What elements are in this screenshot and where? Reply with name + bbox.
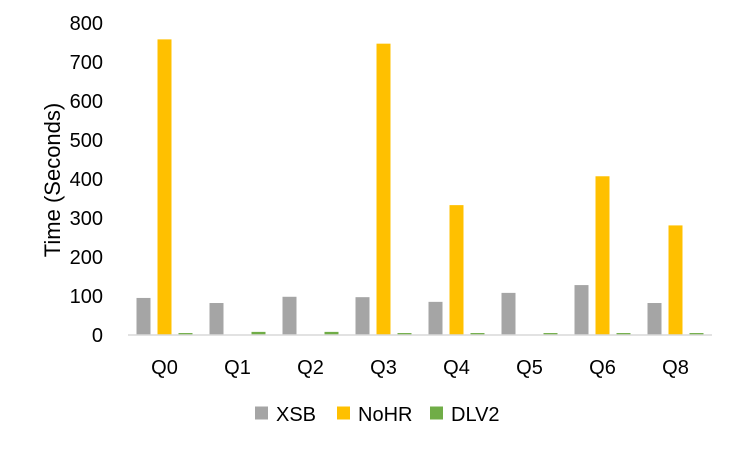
y-tick-label: 300 bbox=[70, 208, 103, 230]
bar-xsb-q2 bbox=[282, 296, 297, 335]
y-tick-label: 500 bbox=[70, 130, 103, 152]
legend-label-nohr: NoHR bbox=[358, 404, 412, 426]
legend-swatch-dlv2 bbox=[430, 406, 443, 420]
y-axis-ticks: 0 100 200 300 400 500 600 700 800 bbox=[70, 13, 103, 347]
bar-nohr-q4 bbox=[449, 205, 464, 335]
x-tick-label: Q8 bbox=[662, 357, 689, 379]
bar-xsb-q4 bbox=[428, 301, 443, 335]
x-tick-label: Q1 bbox=[224, 357, 251, 379]
bar-xsb-q6 bbox=[574, 285, 589, 335]
bar-nohr-q8 bbox=[668, 225, 683, 335]
y-tick-label: 700 bbox=[70, 52, 103, 74]
legend-label-xsb: XSB bbox=[276, 404, 316, 426]
legend: XSB NoHR DLV2 bbox=[255, 404, 500, 426]
legend-swatch-nohr bbox=[337, 406, 350, 420]
bar-dlv2-q4 bbox=[470, 333, 485, 335]
bar-dlv2-q3 bbox=[397, 333, 412, 335]
x-axis-labels: Q0 Q1 Q2 Q3 Q4 Q5 Q6 Q8 bbox=[151, 357, 689, 379]
bar-dlv2-q2 bbox=[324, 331, 339, 335]
y-tick-label: 600 bbox=[70, 91, 103, 113]
x-tick-label: Q2 bbox=[297, 357, 324, 379]
bar-nohr-q6 bbox=[595, 176, 610, 335]
bar-dlv2-q8 bbox=[689, 333, 704, 335]
legend-label-dlv2: DLV2 bbox=[451, 404, 500, 426]
y-tick-label: 0 bbox=[92, 325, 103, 347]
bar-nohr-q3 bbox=[376, 43, 391, 336]
bar-xsb-q3 bbox=[355, 297, 370, 335]
legend-swatch-xsb bbox=[255, 406, 268, 420]
y-tick-label: 100 bbox=[70, 286, 103, 308]
bar-nohr-q0 bbox=[157, 39, 172, 335]
x-tick-label: Q0 bbox=[151, 357, 178, 379]
y-tick-label: 400 bbox=[70, 169, 103, 191]
bar-dlv2-q1 bbox=[251, 331, 266, 335]
bar-xsb-q8 bbox=[647, 303, 662, 335]
bars-group bbox=[136, 39, 704, 336]
x-tick-label: Q3 bbox=[370, 357, 397, 379]
bar-xsb-q1 bbox=[209, 303, 224, 335]
bar-dlv2-q0 bbox=[178, 333, 193, 335]
bar-xsb-q5 bbox=[501, 292, 516, 335]
y-axis-title: Time (Seconds) bbox=[40, 103, 65, 257]
y-tick-label: 800 bbox=[70, 13, 103, 35]
x-tick-label: Q5 bbox=[516, 357, 543, 379]
y-tick-label: 200 bbox=[70, 247, 103, 269]
x-tick-label: Q6 bbox=[589, 357, 616, 379]
bar-xsb-q0 bbox=[136, 297, 151, 335]
x-tick-label: Q4 bbox=[443, 357, 470, 379]
bar-dlv2-q6 bbox=[616, 333, 631, 335]
bar-dlv2-q5 bbox=[543, 333, 558, 335]
